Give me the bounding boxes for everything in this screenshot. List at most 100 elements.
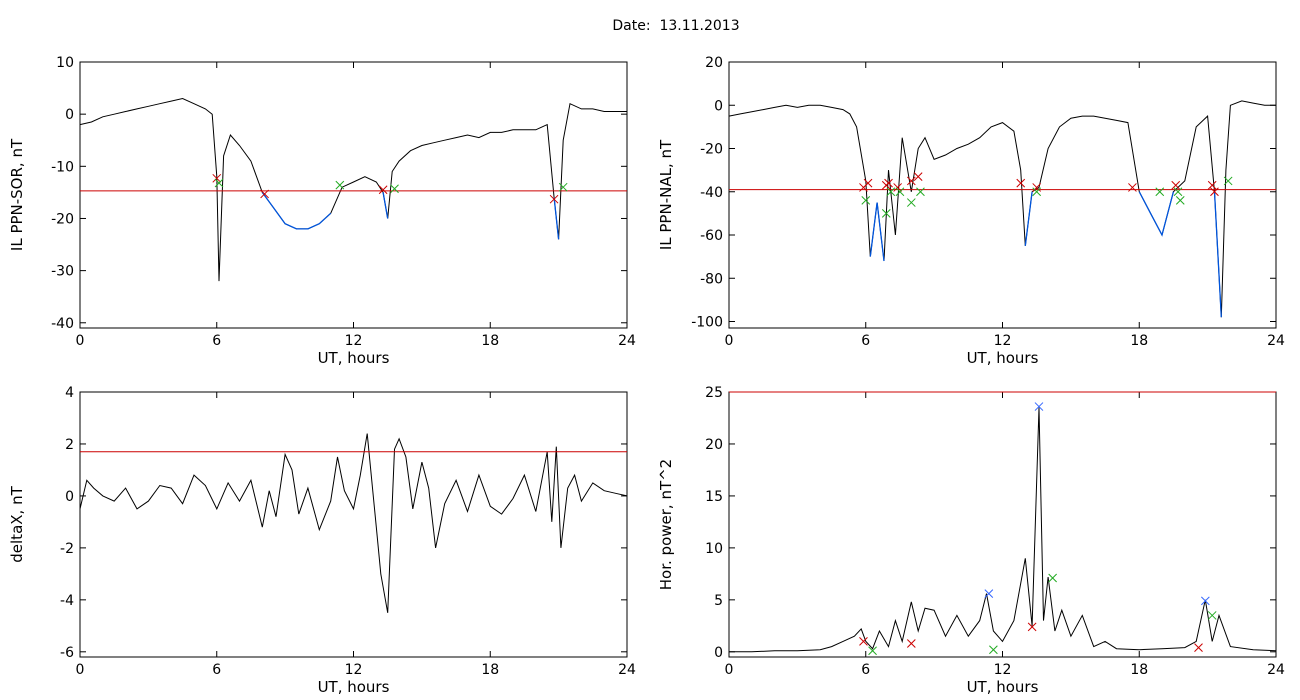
y-tick-label: 0: [65, 489, 74, 505]
x-tick-label: 0: [76, 662, 85, 678]
marker-start: [863, 178, 873, 188]
y-tick-label: -6: [60, 645, 74, 661]
x-tick-label: 24: [618, 333, 636, 349]
marker-end: [868, 646, 877, 656]
panel-4: 0 6 12 18 24 0 5 10 15 20 25 UT, hours Hor. power, n…: [657, 385, 1285, 696]
y-tick-label: -30: [51, 264, 74, 280]
x-tick-label: 24: [1267, 662, 1285, 678]
y-tick-label: -20: [700, 142, 723, 158]
y-tick-label: 20: [705, 55, 723, 71]
marker-end: [1048, 573, 1057, 583]
panel-2: 0 6 12 18 24 -100 -80 -60 -40 -20 0 20 UT, hours IL P…: [657, 55, 1285, 367]
x-axis-label: UT, hours: [967, 678, 1039, 696]
x-tick-label: 18: [481, 333, 499, 349]
below-threshold-segment: [869, 202, 885, 262]
series-line: [728, 100, 1276, 318]
x-tick-label: 0: [76, 333, 85, 349]
y-tick-label: 2: [65, 437, 74, 453]
marker-peak: [984, 589, 994, 598]
below-threshold-segment: [1138, 191, 1175, 237]
below-threshold-segment: [553, 197, 560, 240]
marker-start: [1207, 180, 1217, 190]
marker-start: [549, 194, 559, 204]
y-tick-label: 10: [705, 541, 723, 557]
x-tick-label: 18: [1130, 662, 1148, 678]
marker-end: [886, 187, 896, 197]
y-tick-label: 0: [714, 645, 723, 661]
marker-end: [1207, 611, 1217, 620]
marker-end: [906, 198, 916, 207]
marker-end: [1175, 196, 1185, 205]
x-tick-label: 18: [481, 662, 499, 678]
y-axis-label: IL PPN-NAL, nT: [657, 139, 675, 250]
x-axis-label: UT, hours: [318, 678, 390, 696]
series-line: [729, 407, 1277, 653]
x-axis-label: UT, hours: [318, 349, 390, 367]
x-tick-label: 6: [861, 662, 870, 678]
marker-start: [884, 178, 893, 188]
plot-frame: [728, 61, 1277, 329]
x-axis-label: UT, hours: [967, 349, 1039, 367]
x-tick-label: 12: [994, 333, 1012, 349]
y-axis-label: Hor. power, nT^2: [657, 459, 675, 590]
below-threshold-segment: [1213, 191, 1222, 318]
marker-start: [859, 637, 868, 646]
y-tick-label: -40: [700, 185, 723, 201]
y-tick-label: 5: [714, 593, 723, 609]
x-tick-label: 0: [725, 662, 734, 678]
marker-end: [895, 187, 905, 197]
y-tick-label: 0: [65, 107, 74, 123]
marker-end: [1032, 187, 1042, 197]
marker-start: [1171, 180, 1181, 190]
marker-start: [906, 176, 916, 186]
y-tick-label: -60: [700, 228, 723, 244]
series-line: [79, 433, 628, 613]
marker-end: [881, 209, 891, 218]
y-tick-label: 10: [56, 55, 74, 71]
marker-start: [1128, 183, 1137, 192]
marker-end: [1173, 187, 1183, 197]
y-tick-label: -100: [691, 315, 723, 331]
date-title: Date: 13.11.2013: [612, 18, 740, 34]
x-tick-label: 12: [345, 333, 363, 349]
marker-peak: [1034, 402, 1044, 411]
x-tick-label: 12: [994, 662, 1012, 678]
y-tick-label: 0: [714, 98, 723, 114]
y-tick-label: 25: [705, 385, 723, 401]
marker-end: [1155, 187, 1165, 197]
y-tick-label: -40: [51, 316, 74, 332]
marker-start: [260, 189, 269, 199]
plot-frame: [79, 391, 628, 658]
y-tick-label: 20: [705, 437, 723, 453]
panel-1: 0 6 12 18 24 -40 -30 -20 -10 0 10 UT, hours IL PPN-S…: [8, 55, 636, 367]
y-tick-label: -80: [700, 271, 723, 287]
marker-end: [214, 178, 224, 188]
y-tick-label: 4: [65, 385, 74, 401]
y-tick-label: -10: [51, 159, 74, 175]
y-tick-label: -4: [60, 593, 74, 609]
marker-start: [906, 639, 916, 648]
marker-end: [861, 196, 871, 205]
marker-peak: [1200, 596, 1210, 606]
x-tick-label: 24: [1267, 333, 1285, 349]
marker-start: [1032, 183, 1042, 192]
marker-start: [1016, 178, 1026, 188]
marker-end: [335, 180, 345, 190]
below-threshold-segment: [1024, 191, 1033, 246]
marker-end: [916, 187, 925, 197]
x-tick-label: 24: [618, 662, 636, 678]
x-tick-label: 12: [345, 662, 363, 678]
marker-start: [913, 172, 923, 181]
series-line: [79, 97, 627, 282]
y-axis-label: deltaX, nT: [8, 485, 26, 562]
below-threshold-segment: [261, 192, 332, 230]
x-tick-label: 18: [1130, 333, 1148, 349]
marker-end: [989, 645, 998, 655]
x-tick-label: 6: [212, 662, 221, 678]
x-tick-label: 6: [212, 333, 221, 349]
below-threshold-segment: [382, 192, 389, 219]
marker-start: [1027, 622, 1037, 632]
marker-end: [558, 182, 568, 192]
